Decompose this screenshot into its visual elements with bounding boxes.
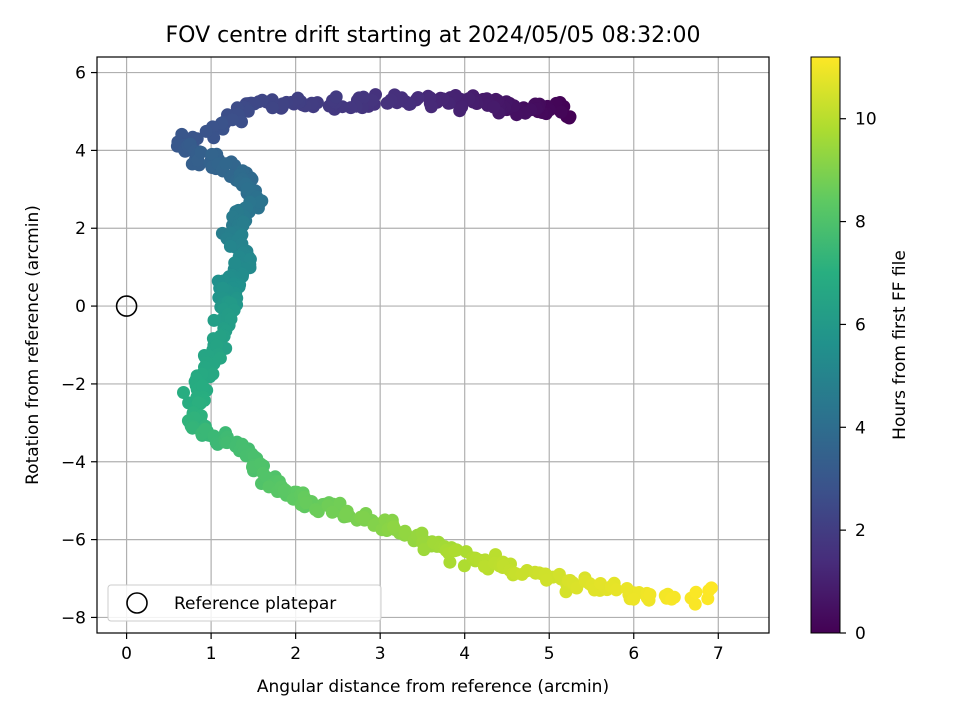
data-point <box>253 195 267 209</box>
data-point <box>299 496 313 510</box>
grid-lines <box>97 57 769 633</box>
y-tick-label: 2 <box>75 219 86 239</box>
colorbar <box>810 56 841 634</box>
y-tick-label: 6 <box>75 64 86 84</box>
data-point <box>704 581 718 595</box>
plot-frame <box>96 56 770 634</box>
data-points <box>170 88 718 611</box>
data-point <box>194 145 208 159</box>
x-tick-label: 7 <box>713 644 724 664</box>
y-tick-label: −6 <box>61 531 86 551</box>
legend: Reference platepar <box>107 584 382 622</box>
data-point <box>325 505 339 519</box>
data-point <box>552 567 566 581</box>
data-point <box>688 597 702 611</box>
y-axis-label: Rotation from reference (arcmin) <box>23 205 43 485</box>
data-point <box>540 573 553 587</box>
data-point <box>329 90 343 104</box>
y-axis-ticks: −8 −6 −4 −2 0 2 4 6 <box>61 64 97 628</box>
data-point <box>487 100 501 114</box>
data-point <box>477 560 491 573</box>
x-tick-label: 2 <box>290 644 301 664</box>
data-point <box>228 256 242 270</box>
colorbar-tick-label: 6 <box>855 315 866 335</box>
y-tick-label: 0 <box>75 297 86 317</box>
legend-marker <box>126 592 148 614</box>
data-point <box>191 396 205 410</box>
data-point <box>689 585 703 599</box>
data-point <box>627 592 641 606</box>
x-tick-label: 5 <box>544 644 555 664</box>
data-point <box>177 386 190 399</box>
data-point <box>223 239 237 253</box>
data-point <box>448 544 462 558</box>
colorbar-label: Hours from first FF file <box>890 250 910 440</box>
reference-marker <box>115 295 138 317</box>
legend-label: Reference platepar <box>174 594 336 614</box>
data-point <box>424 100 438 114</box>
data-point <box>216 281 230 295</box>
data-point <box>266 101 279 115</box>
colorbar-tick-label: 10 <box>855 110 877 130</box>
x-tick-label: 3 <box>375 644 386 664</box>
data-point <box>620 582 634 595</box>
colorbar-tick-label: 2 <box>855 521 866 541</box>
data-point <box>199 124 213 138</box>
x-axis-ticks: 0 1 2 3 4 5 6 7 <box>121 633 724 664</box>
x-axis-label: Angular distance from reference (arcmin) <box>257 677 609 697</box>
data-point <box>206 367 220 381</box>
data-point <box>594 577 607 590</box>
colorbar-tick-label: 8 <box>855 213 866 233</box>
data-point <box>207 313 221 327</box>
y-tick-label: −4 <box>61 453 86 473</box>
colorbar-ticks: 0 2 4 6 8 10 <box>840 110 877 644</box>
data-point <box>643 588 657 601</box>
data-point <box>381 96 395 110</box>
data-point <box>515 567 529 581</box>
data-point <box>387 520 401 534</box>
data-point <box>357 510 371 524</box>
colorbar-tick-label: 4 <box>855 418 866 438</box>
data-point <box>415 526 429 540</box>
colorbar-tick-label: 0 <box>855 624 866 644</box>
data-point <box>665 592 679 606</box>
data-point <box>453 104 467 118</box>
x-tick-label: 4 <box>459 644 470 664</box>
data-point <box>276 97 289 111</box>
data-point <box>338 508 352 522</box>
x-tick-label: 0 <box>121 644 132 664</box>
data-point <box>457 559 471 573</box>
x-tick-label: 6 <box>628 644 639 664</box>
data-point <box>311 505 325 519</box>
x-tick-label: 1 <box>206 644 217 664</box>
chart-title: FOV centre drift starting at 2024/05/05 … <box>166 23 701 48</box>
data-point <box>554 105 568 119</box>
y-tick-label: −8 <box>61 608 86 628</box>
data-point <box>219 157 233 171</box>
data-point <box>205 147 219 161</box>
data-point <box>609 583 623 597</box>
y-tick-label: 4 <box>75 141 86 161</box>
legend-box <box>107 584 382 622</box>
y-tick-label: −2 <box>61 375 86 395</box>
data-point <box>417 543 431 557</box>
data-point <box>196 379 210 393</box>
